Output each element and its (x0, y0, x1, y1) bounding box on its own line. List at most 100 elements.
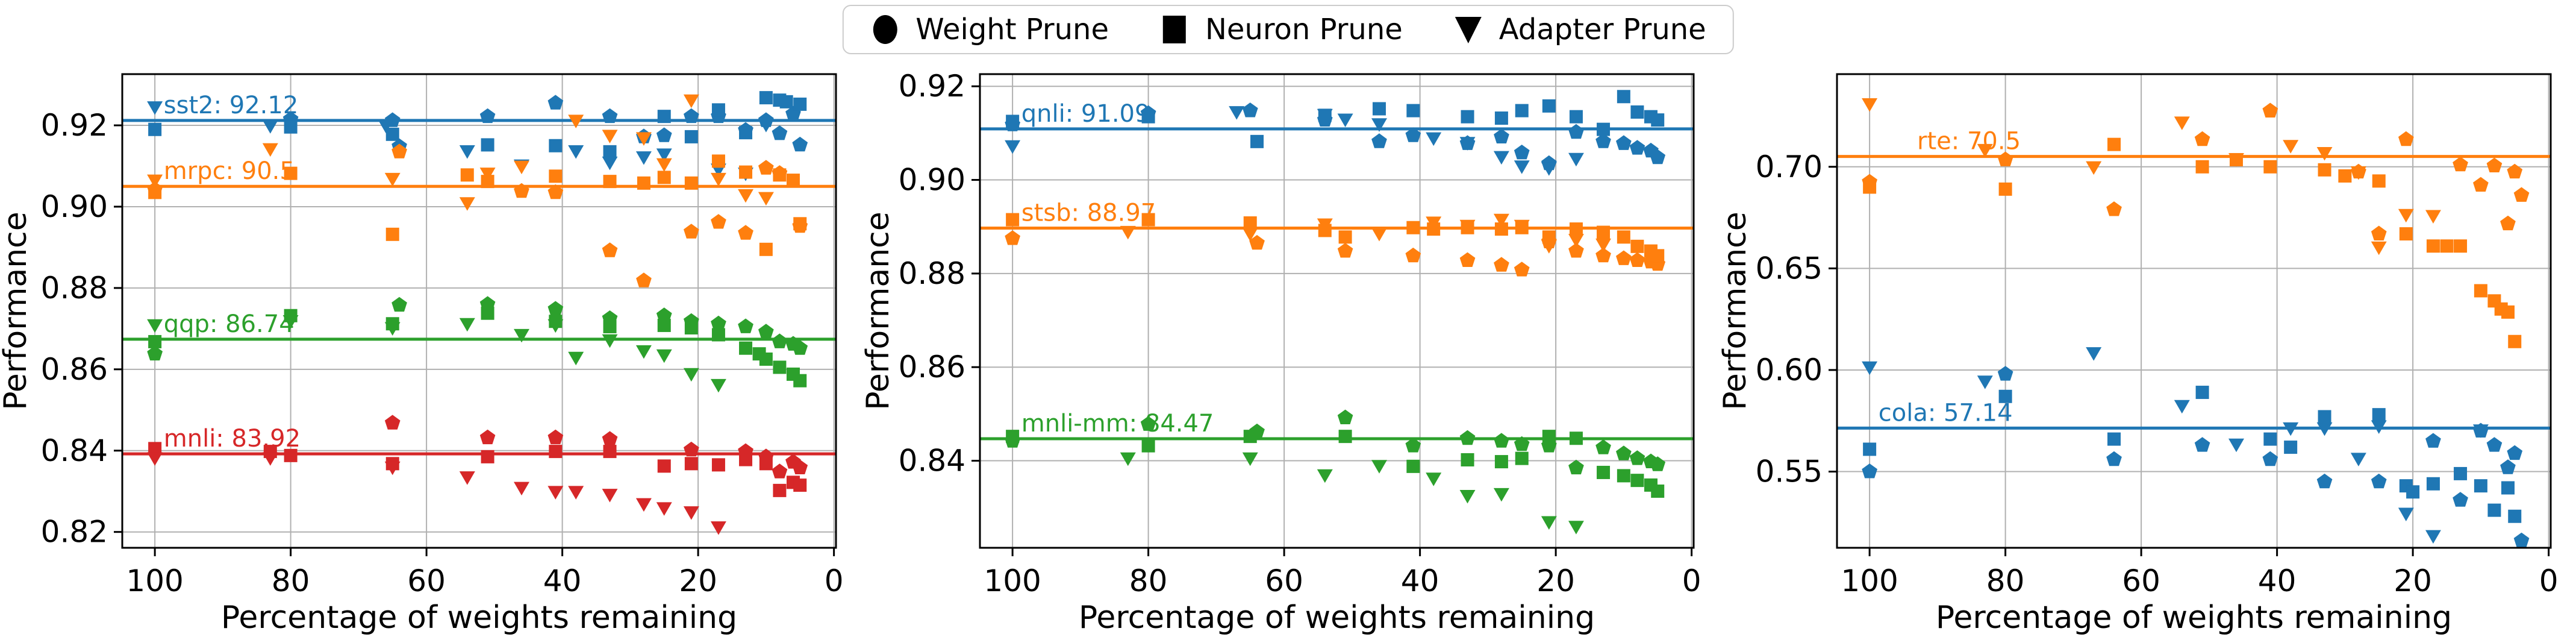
baseline-label-mnli: mnli: 83.92 (164, 425, 301, 453)
data-point-stsb-neuron-prune (1630, 239, 1644, 253)
data-point-cola-neuron-prune (2454, 466, 2468, 480)
data-point-sst2-neuron-prune (481, 138, 494, 152)
data-point-rte-neuron-prune (2454, 239, 2468, 253)
x-tick-label: 60 (407, 563, 446, 598)
data-point-mnli-mm-neuron-prune (1406, 459, 1420, 473)
data-point-qqp-neuron-prune (711, 328, 725, 342)
data-point-rte-weight-prune (2500, 215, 2516, 231)
data-point-mrpc-adapter-prune (656, 158, 672, 172)
data-point-qnli-adapter-prune (1426, 132, 1442, 146)
data-point-mnli-neuron-prune (549, 445, 563, 459)
data-point-cola-weight-prune (2486, 437, 2503, 452)
data-point-qnli-adapter-prune (1493, 151, 1509, 165)
data-point-qnli-weight-prune (1242, 102, 1258, 118)
data-point-qnli-weight-prune (1514, 145, 1530, 160)
data-point-rte-weight-prune (2106, 201, 2122, 216)
baseline-label-sst2: sst2: 92.12 (164, 92, 299, 119)
data-point-rte-weight-prune (2513, 187, 2530, 202)
data-point-mnli-adapter-prune (547, 486, 564, 500)
data-point-mnli-weight-prune (384, 415, 401, 430)
data-point-mrpc-adapter-prune (262, 143, 278, 157)
data-point-qnli-neuron-prune (1597, 122, 1611, 136)
data-point-rte-neuron-prune (2338, 169, 2352, 183)
data-point-mrpc-adapter-prune (147, 174, 163, 189)
data-point-qnli-adapter-prune (1514, 160, 1530, 174)
x-tick-label: 0 (1682, 563, 1701, 598)
data-point-qnli-neuron-prune (1372, 102, 1386, 116)
data-point-stsb-weight-prune (1568, 243, 1584, 258)
baseline-label-mnli-mm: mnli-mm: 84.47 (1021, 410, 1214, 438)
data-point-mnli-weight-prune (479, 429, 496, 445)
data-point-mnli-neuron-prune (711, 458, 725, 472)
x-tick-label: 40 (2258, 563, 2297, 598)
data-point-sst2-weight-prune (547, 95, 564, 110)
y-tick-label: 0.82 (41, 515, 108, 550)
data-point-qqp-adapter-prune (656, 349, 672, 363)
data-point-cola-weight-prune (1997, 366, 2013, 381)
data-point-rte-neuron-prune (2501, 305, 2515, 319)
x-tick-label: 60 (2122, 563, 2160, 598)
data-point-qnli-neuron-prune (1569, 110, 1583, 124)
data-point-rte-neuron-prune (2508, 334, 2522, 348)
data-point-mrpc-weight-prune (514, 183, 529, 198)
data-point-stsb-weight-prune (1249, 234, 1265, 250)
data-point-mnli-mm-adapter-prune (1541, 516, 1557, 530)
data-point-mrpc-weight-prune (711, 214, 726, 229)
legend: Weight Prune Neuron Prune Adapter Prune (842, 5, 1734, 54)
legend-item-adapter-prune: Adapter Prune (1453, 14, 1706, 45)
data-point-sst2-weight-prune (772, 125, 788, 140)
data-point-qqp-neuron-prune (793, 374, 807, 387)
axes-spines (121, 73, 837, 549)
triangle-down-icon (1453, 14, 1483, 45)
data-point-cola-neuron-prune (2263, 432, 2277, 446)
data-point-stsb-neuron-prune (1338, 230, 1352, 244)
y-tick-label: 0.90 (41, 189, 108, 224)
data-point-stsb-adapter-prune (1317, 218, 1333, 232)
data-point-cola-adapter-prune (1977, 375, 1993, 389)
data-point-qnli-weight-prune (1650, 149, 1666, 165)
y-tick-label: 0.60 (1756, 353, 1823, 387)
data-point-mnli-weight-prune (772, 463, 788, 478)
data-point-mnli-adapter-prune (656, 502, 672, 516)
data-point-sst2-weight-prune (602, 108, 618, 124)
data-point-stsb-weight-prune (1405, 247, 1421, 263)
data-point-mnli-mm-neuron-prune (1461, 453, 1474, 466)
data-point-mnli-mm-adapter-prune (1242, 452, 1258, 466)
data-point-qnli-adapter-prune (1371, 118, 1387, 132)
data-point-rte-weight-prune (2507, 163, 2523, 179)
data-point-mrpc-adapter-prune (479, 168, 496, 181)
data-point-qqp-weight-prune (792, 340, 808, 355)
baseline-label-stsb: stsb: 88.97 (1021, 199, 1156, 227)
data-point-mnli-mm-neuron-prune (1494, 455, 1508, 469)
x-axis-label: Percentage of weights remaining (1079, 600, 1595, 636)
data-point-stsb-adapter-prune (1242, 228, 1258, 242)
data-point-cola-adapter-prune (2371, 420, 2387, 434)
data-point-rte-adapter-prune (2371, 241, 2387, 256)
data-point-qnli-weight-prune (1494, 128, 1509, 143)
data-point-mrpc-neuron-prune (603, 175, 617, 189)
data-point-stsb-weight-prune (1494, 257, 1509, 272)
data-point-mnli-mm-neuron-prune (1542, 430, 1556, 444)
data-point-rte-weight-prune (2453, 156, 2468, 172)
data-point-cola-weight-prune (2106, 451, 2122, 466)
data-point-qnli-adapter-prune (1459, 137, 1476, 151)
data-point-mnli-mm-adapter-prune (1371, 460, 1387, 474)
data-point-cola-weight-prune (2507, 445, 2523, 460)
x-tick-label: 0 (2539, 563, 2559, 598)
data-point-mnli-adapter-prune (602, 489, 618, 503)
data-point-qqp-adapter-prune (384, 322, 401, 336)
data-point-sst2-neuron-prune (284, 120, 298, 134)
y-tick-label: 0.92 (41, 108, 108, 143)
y-tick-label: 0.86 (41, 352, 108, 387)
data-point-qqp-adapter-prune (459, 318, 475, 332)
subplot-1: 100 80 60 40 20 0 0.84 0.86 0.88 0.90 0.92 Percenta… (860, 69, 1701, 636)
data-point-mrpc-adapter-prune (568, 115, 584, 128)
x-tick-label: 40 (1401, 563, 1439, 598)
data-point-sst2-adapter-prune (656, 148, 672, 162)
data-point-qnli-weight-prune (1371, 133, 1387, 148)
data-point-mrpc-neuron-prune (148, 186, 162, 199)
data-point-cola-neuron-prune (2426, 477, 2440, 491)
y-tick-label: 0.88 (41, 271, 108, 306)
data-point-mnli-mm-adapter-prune (1317, 469, 1333, 483)
data-point-qqp-adapter-prune (711, 378, 726, 393)
